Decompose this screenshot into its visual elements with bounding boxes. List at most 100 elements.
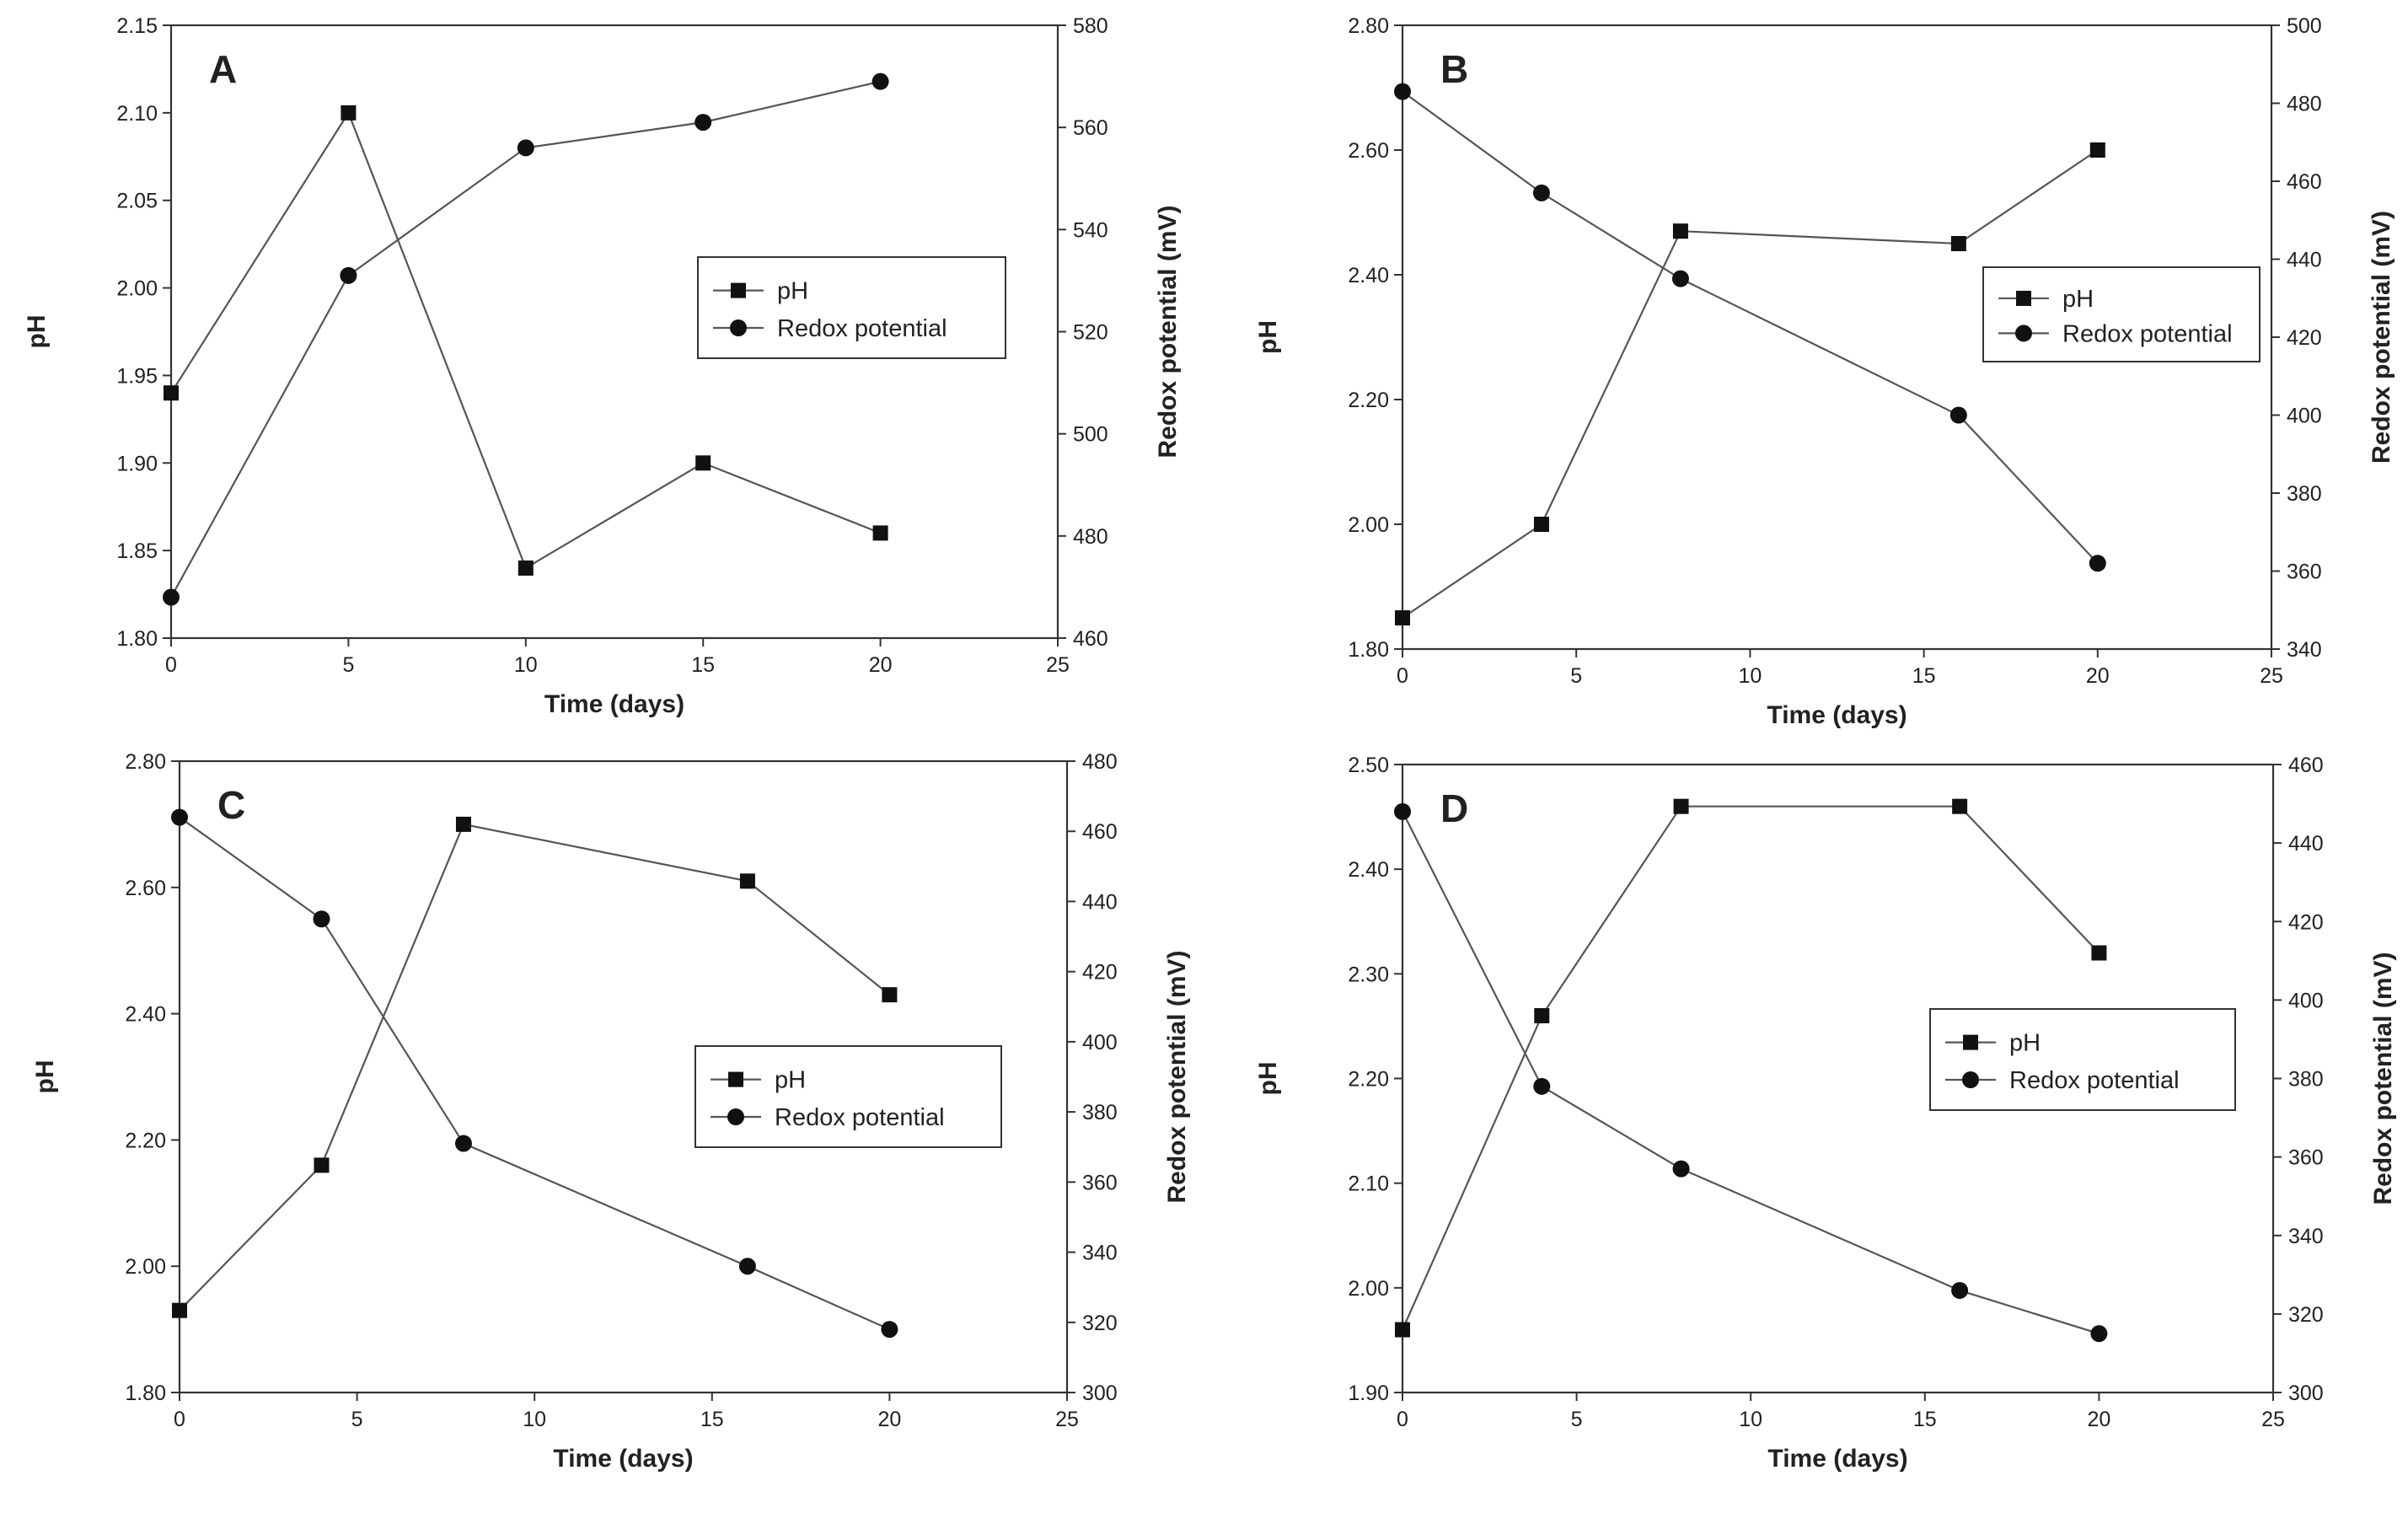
- redox-point: [340, 266, 357, 284]
- y2-tick-label: 300: [1082, 1382, 1118, 1405]
- panel-letter: D: [1440, 786, 1468, 830]
- redox-point: [1672, 1160, 1690, 1178]
- ph-point: [1395, 1322, 1410, 1338]
- y-tick-label: 1.80: [116, 627, 158, 651]
- y2-tick-label: 320: [2288, 1303, 2324, 1327]
- y-tick-label: 2.00: [1348, 1277, 1389, 1301]
- y-tick-label: 2.10: [1348, 1173, 1389, 1196]
- redox-point: [871, 72, 889, 90]
- y2-tick-label: 400: [1082, 1031, 1118, 1054]
- y2-tick-label: 420: [1082, 961, 1118, 985]
- x-tick-label: 0: [1397, 664, 1408, 688]
- ph-point: [2091, 945, 2107, 961]
- x-tick-label: 5: [351, 1408, 363, 1431]
- legend-label: Redox potential: [775, 1104, 945, 1131]
- y2-tick-label: 360: [2287, 561, 2322, 584]
- x-tick-label: 25: [1055, 1408, 1079, 1431]
- y-axis-title: pH: [1254, 320, 1282, 354]
- y-tick-label: 1.85: [116, 539, 158, 563]
- y-tick-label: 1.80: [125, 1382, 166, 1405]
- legend-box: [1982, 266, 2261, 362]
- legend-label: Redox potential: [777, 315, 947, 342]
- redox-point: [171, 808, 188, 826]
- x-tick-label: 15: [700, 1408, 724, 1431]
- x-tick-label: 15: [691, 653, 715, 677]
- legend-label: Redox potential: [2009, 1067, 2180, 1094]
- y2-tick-label: 440: [2287, 249, 2322, 272]
- y2-tick-label: 300: [2288, 1382, 2324, 1405]
- ph-point: [172, 1302, 187, 1318]
- y-axis-title: pH: [31, 1060, 59, 1094]
- redox-point: [881, 1321, 898, 1339]
- ph-point: [1534, 1008, 1550, 1023]
- redox-point: [517, 139, 534, 157]
- x-tick-label: 10: [1738, 664, 1762, 688]
- legend-square-marker: [2016, 290, 2031, 306]
- legend: pH Redox potential: [1929, 1008, 2236, 1111]
- legend-circle-marker: [2015, 325, 2032, 342]
- y-tick-label: 2.20: [1348, 1068, 1389, 1092]
- ph-point: [1395, 610, 1410, 625]
- x-tick-label: 0: [165, 653, 177, 677]
- y2-tick-label: 400: [2288, 989, 2324, 1012]
- y2-axis-title: Redox potential (mV): [1163, 950, 1191, 1203]
- y-tick-label: 1.80: [1348, 638, 1389, 662]
- y-tick-label: 2.00: [1348, 513, 1389, 537]
- y2-tick-label: 480: [1082, 750, 1118, 774]
- x-tick-label: 20: [877, 1408, 901, 1431]
- ph-point: [164, 385, 179, 401]
- y-tick-label: 2.50: [1348, 754, 1389, 777]
- legend-square-marker: [1963, 1034, 1978, 1050]
- legend: pH Redox potential: [697, 256, 1006, 359]
- ph-point: [341, 105, 357, 121]
- x-axis-title: Time (days): [1767, 1445, 1907, 1473]
- y2-axis-title: Redox potential (mV): [1154, 205, 1182, 458]
- x-tick-label: 10: [523, 1408, 546, 1431]
- y-axis-title: pH: [1254, 1062, 1282, 1096]
- y2-tick-label: 340: [1082, 1242, 1118, 1265]
- legend-square-marker: [728, 1071, 743, 1087]
- y-tick-label: 2.40: [1348, 858, 1389, 882]
- x-tick-label: 20: [2086, 664, 2110, 688]
- ph-point: [739, 873, 755, 889]
- panel-letter: A: [209, 47, 237, 91]
- y2-tick-label: 460: [2288, 754, 2324, 777]
- y2-tick-label: 340: [2287, 638, 2322, 662]
- y-tick-label: 2.80: [125, 750, 166, 774]
- y-tick-label: 1.90: [1348, 1382, 1389, 1405]
- y-tick-label: 2.00: [125, 1255, 166, 1279]
- legend-circle-marker: [727, 1108, 744, 1125]
- plot-frame: [178, 759, 1069, 1394]
- legend: pH Redox potential: [695, 1045, 1002, 1148]
- y2-tick-label: 380: [2287, 482, 2322, 506]
- y-tick-label: 2.20: [125, 1129, 166, 1152]
- redox-point: [1533, 1077, 1551, 1095]
- y2-axis-title: Redox potential (mV): [2368, 211, 2395, 464]
- x-tick-label: 0: [1397, 1408, 1408, 1431]
- x-tick-label: 15: [1912, 664, 1936, 688]
- y2-tick-label: 460: [1082, 820, 1118, 844]
- y-tick-label: 2.05: [116, 190, 158, 213]
- redox-point: [1671, 270, 1689, 287]
- ph-point: [882, 987, 898, 1003]
- y-axis-title: pH: [23, 315, 51, 349]
- x-tick-label: 15: [1913, 1408, 1937, 1431]
- legend-label: pH: [2062, 286, 2094, 313]
- redox-point: [695, 114, 712, 131]
- y-tick-label: 2.20: [1348, 389, 1389, 412]
- redox-point: [2089, 555, 2106, 572]
- y2-tick-label: 400: [2287, 405, 2322, 428]
- legend-circle-marker: [1962, 1071, 1979, 1088]
- y2-tick-label: 480: [2287, 93, 2322, 116]
- y2-axis-title: Redox potential (mV): [2369, 952, 2397, 1205]
- panel-c: 0 5 10 15 20 25 1.80 2.00 2.20 2.40 2.60 2.80 300 320…: [31, 750, 1191, 1473]
- ph-point: [518, 560, 534, 576]
- ph-point: [314, 1157, 330, 1173]
- legend-square-marker: [731, 282, 746, 298]
- x-tick-label: 25: [1046, 653, 1070, 677]
- y-tick-label: 2.80: [1348, 14, 1389, 38]
- y2-tick-label: 320: [1082, 1312, 1118, 1335]
- redox-point: [738, 1258, 756, 1275]
- legend-label: pH: [775, 1067, 806, 1094]
- redox-point: [1951, 1281, 1969, 1299]
